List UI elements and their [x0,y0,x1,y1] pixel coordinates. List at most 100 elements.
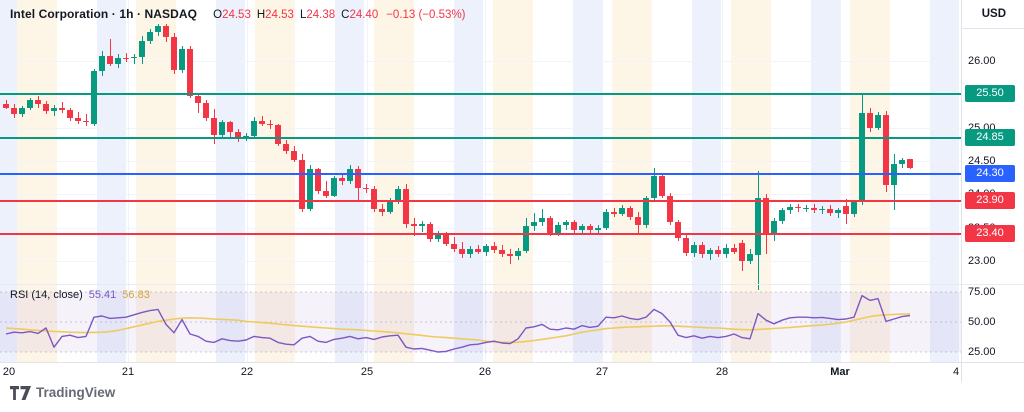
candle-body [75,117,81,121]
price-level-label-23.90: 23.90 [965,192,1015,209]
candle-body [51,107,57,111]
time-tick-label: 4 [952,366,960,378]
candle-body [803,207,809,209]
candle-body [27,99,33,108]
chart-legend: Intel Corporation · 1h · NASDAQ O24.53 H24… [10,7,466,21]
candle-wick [566,219,567,231]
candle-body [11,107,17,115]
candle-body [115,57,121,64]
candle-body [851,202,857,214]
candle-body [139,41,145,57]
candle-body [611,211,617,214]
session-stripe-pre [493,0,533,362]
time-tick-label: 25 [360,366,374,378]
symbol-title[interactable]: Intel Corporation · 1h · NASDAQ [10,7,198,21]
candle-body [427,224,433,239]
candle-wick [534,213,535,231]
low-label: L [299,9,307,21]
high-label: H [256,9,266,21]
candle-body [499,250,505,255]
open-label: O [213,9,223,21]
candle-body [179,49,185,71]
candle-body [235,132,241,138]
rsi-plot [0,291,961,353]
candle-body [659,176,665,196]
candle-body [827,209,833,213]
time-tick-label: 28 [715,366,729,378]
candle-body [387,201,393,212]
candle-body [771,221,777,235]
candle-wick [62,102,63,113]
candle-body [571,222,577,231]
low-value: 24.38 [306,9,336,21]
price-tick-label: 24.50 [968,155,996,167]
candle-body [315,169,321,191]
price-level-line-25.50 [0,93,961,95]
candle-body [715,250,721,255]
price-level-line-23.90 [0,200,961,202]
candle-body [211,117,217,135]
candle-body [131,57,137,59]
candle-body [731,247,737,252]
candle-body [91,71,97,125]
candle-body [347,169,353,181]
candle-body [147,31,153,41]
candle-body [651,176,657,199]
pane-separator[interactable] [0,284,1024,285]
candle-body [763,197,769,235]
candle-body [43,104,49,111]
candle-body [171,37,177,71]
time-tick-label: 22 [240,366,254,378]
candle-body [603,211,609,228]
currency-label[interactable]: USD [981,8,1006,20]
rsi-value: 55.41 [88,289,117,301]
candle-body [67,110,73,118]
candle-wick [134,54,135,64]
candle-body [707,250,713,255]
rsi-legend: RSI (14, close) 55.41 56.83 [10,289,150,301]
candle-body [475,249,481,252]
candle-body [787,207,793,211]
session-stripe-pre [374,0,414,362]
price-level-label-24.85: 24.85 [965,129,1015,146]
candle-wick [198,93,199,113]
price-level-label-25.50: 25.50 [965,85,1015,102]
usd-separator [961,28,1024,29]
tradingview-logo[interactable]: TradingView [10,385,115,400]
time-axis-border [0,362,1024,363]
candle-body [251,121,257,136]
candle-body [563,222,569,225]
session-stripe-pre [255,0,295,362]
rsi-title[interactable]: RSI (14, close) [10,289,83,301]
price-gridline [0,261,961,262]
candle-body [627,207,633,217]
session-stripe-pre [612,0,652,362]
candle-body [275,125,281,144]
candle-body [259,121,265,124]
candle-body [779,210,785,221]
time-tick-label: 27 [595,366,609,378]
candle-body [195,96,201,103]
candle-body [635,217,641,225]
candle-body [403,189,409,224]
candle-body [187,49,193,97]
candle-wick [110,39,111,66]
candle-body [283,143,289,151]
candle-body [59,107,65,111]
candle-wick [126,53,127,63]
price-level-label-24.30: 24.30 [965,165,1015,182]
time-tick-label: 26 [478,366,492,378]
candle-body [123,57,129,59]
time-gridline [367,0,368,362]
time-axis[interactable] [0,362,1024,382]
session-stripe-post [692,0,721,362]
candle-body [523,226,529,251]
candle-body [755,197,761,255]
candle-wick [86,114,87,127]
time-tick-label: 20 [2,366,16,378]
candle-wick [414,218,415,236]
session-stripe-post [454,0,483,362]
candle-body [867,113,873,128]
candle-body [531,222,537,227]
candle-body [699,245,705,255]
